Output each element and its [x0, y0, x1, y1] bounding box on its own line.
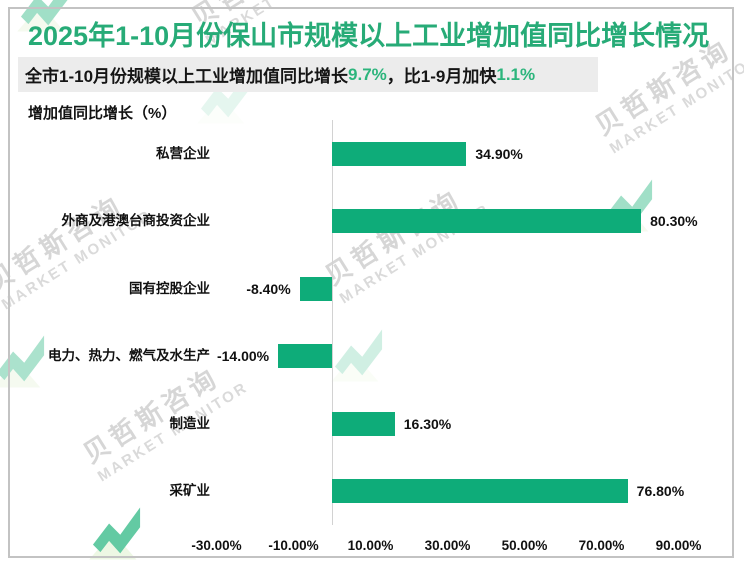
category-label: 国有控股企业: [129, 280, 210, 296]
x-axis-tick-label: -30.00%: [191, 538, 242, 553]
watermark-logo-icon: [0, 328, 54, 390]
value-label: -8.40%: [246, 280, 291, 297]
watermark-logo-icon: [16, 0, 78, 34]
page-title: 2025年1-10月份保山市规模以上工业增加值同比增长情况: [28, 21, 710, 51]
subtitle-highlight: 9.7%: [348, 64, 387, 84]
value-axis-title: 增加值同比增长（%）: [28, 105, 177, 122]
bar: [332, 209, 642, 234]
category-label: 私营企业: [156, 145, 210, 161]
value-label: 34.90%: [475, 145, 523, 162]
value-label: 76.80%: [636, 483, 685, 500]
category-label: 电力、热力、燃气及水生产: [48, 348, 210, 364]
bar: [332, 141, 467, 166]
bar: [332, 479, 628, 504]
bar: [332, 411, 395, 436]
watermark-logo-icon: [88, 500, 150, 562]
value-label: 16.30%: [403, 415, 452, 432]
chart-subtitle: 全市1-10月份规模以上工业增加值同比增长 9.7% ，比1-9月加快 1.1%: [18, 57, 598, 92]
value-label: 80.30%: [650, 213, 698, 230]
category-label: 外商及港澳台商投资企业: [61, 213, 211, 229]
subtitle-highlight: 1.1%: [496, 64, 536, 84]
subtitle-text: ，比1-9月加快: [386, 67, 497, 86]
watermark-logo-icon: [196, 64, 258, 126]
x-axis-tick-label: 10.00%: [347, 538, 394, 553]
zero-axis-line: [332, 120, 333, 525]
x-axis-tick-label: 70.00%: [578, 538, 625, 553]
bar: [278, 344, 332, 369]
category-label: 制造业: [169, 415, 211, 431]
subtitle-text: 全市1-10月份规模以上工业增加值同比增长: [25, 67, 349, 86]
x-axis-tick-label: 30.00%: [424, 538, 471, 553]
x-axis-tick-label: -10.00%: [268, 538, 319, 553]
watermark-logo-icon: [330, 322, 392, 384]
x-axis-tick-label: 90.00%: [655, 538, 702, 553]
x-axis-tick-label: 50.00%: [501, 538, 548, 553]
value-label: -14.00%: [216, 348, 270, 365]
category-label: 采矿业: [169, 483, 211, 499]
bar: [299, 276, 332, 301]
